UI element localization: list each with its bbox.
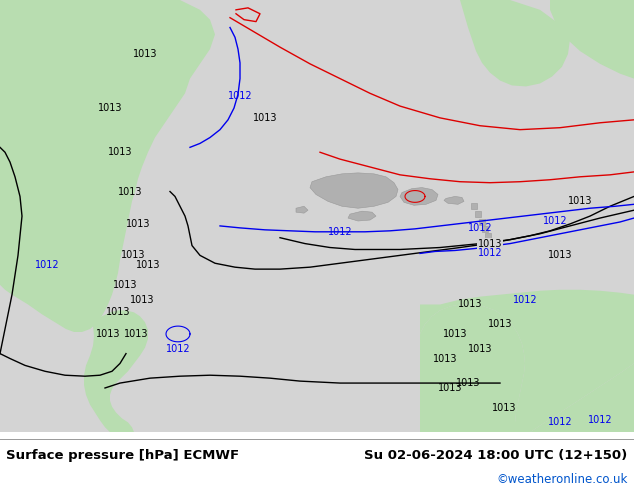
Text: 1013: 1013 bbox=[106, 307, 130, 318]
Text: 1013: 1013 bbox=[437, 383, 462, 393]
Polygon shape bbox=[460, 0, 570, 86]
Text: 1013: 1013 bbox=[488, 319, 512, 329]
Text: 1012: 1012 bbox=[165, 343, 190, 354]
Text: ©weatheronline.co.uk: ©weatheronline.co.uk bbox=[496, 473, 628, 486]
Text: 1013: 1013 bbox=[96, 329, 120, 339]
Text: 1013: 1013 bbox=[98, 103, 122, 113]
Text: Surface pressure [hPa] ECMWF: Surface pressure [hPa] ECMWF bbox=[6, 449, 240, 462]
Polygon shape bbox=[84, 310, 148, 432]
Text: 1012: 1012 bbox=[543, 216, 567, 226]
Text: 1013: 1013 bbox=[120, 250, 145, 260]
Text: 1013: 1013 bbox=[130, 294, 154, 305]
Text: 1013: 1013 bbox=[136, 260, 160, 270]
Polygon shape bbox=[550, 0, 634, 78]
Polygon shape bbox=[310, 173, 398, 208]
Polygon shape bbox=[420, 364, 634, 432]
Polygon shape bbox=[400, 188, 438, 205]
Text: 1013: 1013 bbox=[113, 280, 137, 290]
Text: 1012: 1012 bbox=[228, 91, 252, 101]
Polygon shape bbox=[482, 226, 488, 232]
Polygon shape bbox=[479, 219, 485, 225]
Text: 1013: 1013 bbox=[118, 187, 142, 196]
Polygon shape bbox=[444, 196, 464, 204]
Text: 1013: 1013 bbox=[468, 343, 492, 354]
Polygon shape bbox=[10, 49, 58, 201]
Text: 1013: 1013 bbox=[133, 49, 157, 59]
Polygon shape bbox=[485, 233, 491, 239]
Text: 1013: 1013 bbox=[126, 219, 150, 229]
Text: 1013: 1013 bbox=[124, 329, 148, 339]
Text: 1012: 1012 bbox=[588, 416, 612, 425]
Polygon shape bbox=[348, 211, 376, 221]
Text: 1013: 1013 bbox=[458, 299, 482, 310]
Text: 1013: 1013 bbox=[108, 147, 133, 157]
Text: 1013: 1013 bbox=[443, 329, 467, 339]
Text: 1012: 1012 bbox=[328, 227, 353, 237]
Polygon shape bbox=[475, 211, 481, 217]
Polygon shape bbox=[420, 290, 634, 432]
Text: 1012: 1012 bbox=[35, 260, 60, 270]
Polygon shape bbox=[0, 0, 215, 332]
Text: 1013: 1013 bbox=[478, 239, 502, 248]
Text: 1012: 1012 bbox=[513, 294, 537, 305]
Text: 1013: 1013 bbox=[433, 353, 457, 364]
Text: Su 02-06-2024 18:00 UTC (12+150): Su 02-06-2024 18:00 UTC (12+150) bbox=[365, 449, 628, 462]
Text: 1012: 1012 bbox=[468, 223, 493, 233]
Text: 1013: 1013 bbox=[456, 378, 480, 388]
Text: 1012: 1012 bbox=[477, 248, 502, 258]
Text: 1013: 1013 bbox=[492, 403, 516, 413]
Text: 1013: 1013 bbox=[568, 196, 592, 206]
Polygon shape bbox=[296, 206, 308, 213]
Text: 1013: 1013 bbox=[548, 250, 573, 260]
Polygon shape bbox=[471, 203, 477, 209]
Text: 1013: 1013 bbox=[253, 113, 277, 123]
Text: 1012: 1012 bbox=[548, 417, 573, 427]
Polygon shape bbox=[420, 304, 525, 432]
